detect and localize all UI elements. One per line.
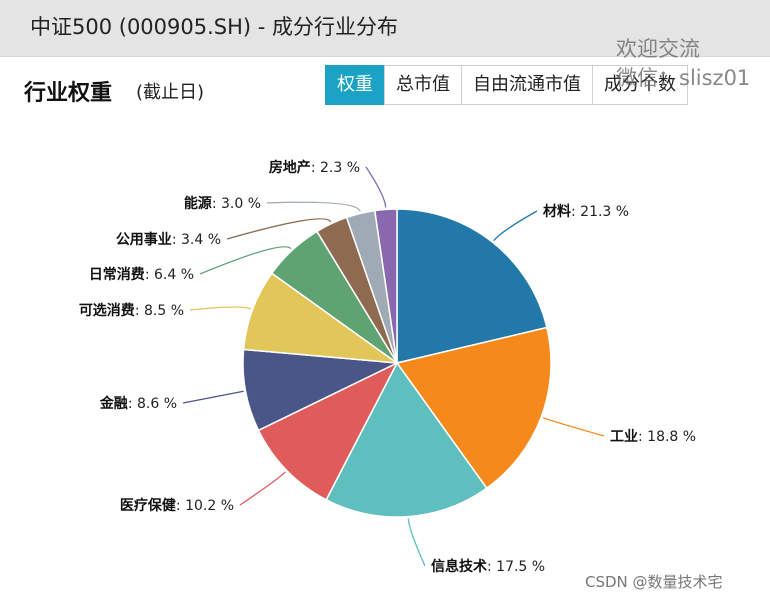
view-tabs: 权重 总市值 自由流通市值 成分个数 (325, 65, 688, 105)
section-subtitle: (截止日) (136, 82, 205, 103)
pie-slice[interactable] (257, 361, 399, 501)
leader-line (189, 306, 251, 311)
leader-line (407, 518, 426, 567)
slice-label: 可选消费: 8.5 % (79, 302, 184, 319)
section-title: 行业权重 (24, 81, 113, 106)
leader-line (542, 417, 605, 437)
pie-slice[interactable] (325, 361, 488, 518)
page-title: 中证500 (000905.SH) - 成分行业分布 (30, 15, 399, 39)
pie-slice[interactable] (242, 348, 400, 432)
slice-label: 信息技术: 17.5 % (431, 558, 545, 575)
slice-label: 能源: 3.0 % (184, 195, 261, 212)
slice-label: 材料: 21.3 % (543, 203, 629, 220)
watermark-line-1: 欢迎交流 (616, 37, 700, 61)
pie-slice[interactable] (395, 326, 552, 490)
header-bar: 中证500 (000905.SH) - 成分行业分布 (0, 0, 770, 56)
tab-free-float-market-cap[interactable]: 自由流通市值 (461, 65, 593, 105)
slice-label: 工业: 18.8 % (610, 429, 696, 445)
leader-line (199, 246, 292, 275)
leader-line (239, 471, 286, 506)
watermark-line-2: 微信：slisz01 (616, 66, 751, 90)
pie-slice[interactable] (396, 208, 548, 364)
slice-label: 日常消费: 6.4 % (89, 266, 194, 283)
tab-total-market-cap[interactable]: 总市值 (384, 65, 462, 105)
leader-line (226, 218, 332, 240)
leader-line (266, 201, 361, 212)
slice-label: 金融: 8.6 % (99, 395, 177, 412)
slice-label: 房地产: 2.3 % (269, 159, 360, 176)
slice-label: 医疗保健: 10.2 % (120, 497, 234, 514)
leader-line (182, 390, 244, 404)
pie-slice[interactable] (373, 208, 398, 364)
footer-credit: CSDN @数量技术宅 (585, 573, 723, 591)
leader-line (365, 166, 387, 208)
slice-label: 公用事业: 3.4 % (116, 231, 221, 248)
tab-constituent-count[interactable]: 成分个数 (592, 65, 688, 105)
leader-line (493, 210, 538, 242)
